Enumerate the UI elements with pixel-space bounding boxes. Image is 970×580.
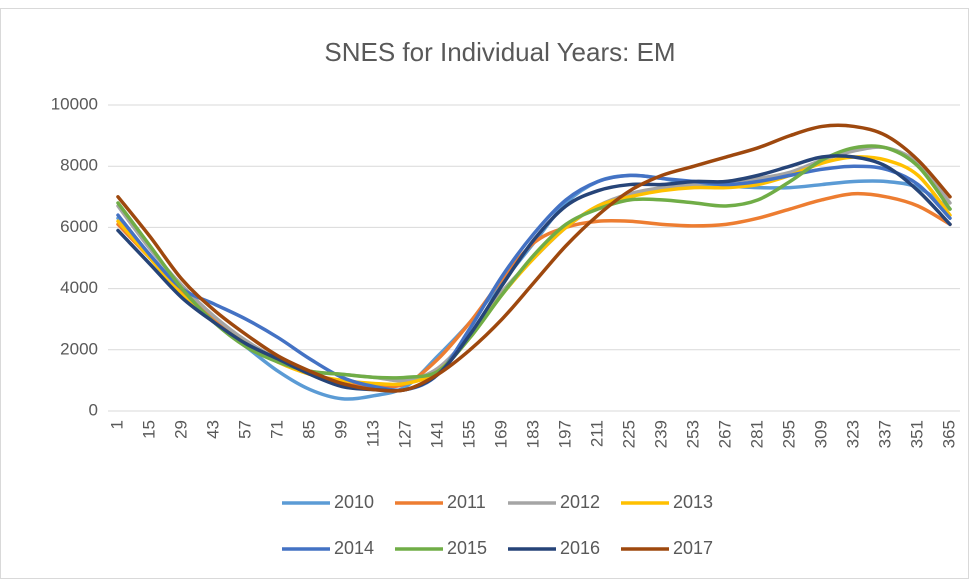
x-tick-label: 113 [363,420,382,447]
y-tick-label: 6000 [60,217,98,236]
legend-label: 2016 [560,538,600,558]
x-tick-label: 29 [171,420,190,439]
x-tick-label: 1 [107,420,126,429]
x-tick-label: 225 [619,420,638,448]
x-tick-label: 267 [715,420,734,448]
x-tick-label: 239 [651,420,670,448]
x-tick-label: 15 [139,420,158,439]
series-line [116,144,952,380]
x-tick-label: 99 [331,420,350,439]
x-tick-label: 309 [811,420,830,448]
x-tick-label: 281 [747,420,766,448]
series-line [116,154,952,393]
y-tick-label: 4000 [60,278,98,297]
legend-label: 2017 [673,538,713,558]
x-tick-label: 127 [395,420,414,448]
x-tick-label: 71 [267,420,286,439]
x-tick-label: 351 [907,420,926,448]
x-tick-label: 337 [875,420,894,448]
legend-label: 2014 [334,538,374,558]
legend-label: 2015 [447,538,487,558]
x-tick-label: 197 [555,420,574,448]
x-tick-label: 253 [683,420,702,448]
y-tick-label: 10000 [51,94,98,113]
legend-label: 2013 [673,492,713,512]
legend-label: 2010 [334,492,374,512]
x-tick-label: 155 [459,420,478,448]
chart-frame [0,8,969,579]
chart-title: SNES for Individual Years: EM [324,37,675,67]
x-tick-label: 169 [491,420,510,448]
legend-label: 2012 [560,492,600,512]
series-line [116,123,952,393]
x-tick-label: 183 [523,420,542,448]
y-tick-label: 0 [89,400,98,419]
x-tick-label: 57 [235,420,254,439]
x-tick-label: 211 [587,420,606,447]
legend-label: 2011 [447,492,486,512]
x-tick-label: 365 [939,420,958,448]
y-tick-label: 2000 [60,339,98,358]
x-tick-label: 43 [203,420,222,439]
series-line [116,164,952,392]
x-tick-label: 295 [779,420,798,448]
x-tick-label: 141 [427,420,446,448]
x-tick-label: 323 [843,420,862,448]
x-tick-label: 85 [299,420,318,439]
y-tick-label: 8000 [60,156,98,175]
